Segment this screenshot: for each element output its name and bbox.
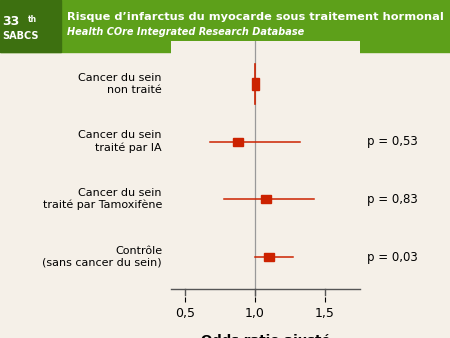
Bar bbox=[264, 253, 274, 261]
Bar bbox=[233, 138, 243, 146]
Text: Health COre Integrated Research Database: Health COre Integrated Research Database bbox=[67, 27, 304, 37]
Bar bbox=[252, 77, 258, 90]
Text: Risque d’infarctus du myocarde sous traitement hormonal: Risque d’infarctus du myocarde sous trai… bbox=[67, 11, 444, 22]
Bar bbox=[0, 0, 61, 52]
Text: SABCS: SABCS bbox=[2, 31, 39, 41]
Text: Cancer du sein
traité par Tamoxifène: Cancer du sein traité par Tamoxifène bbox=[43, 188, 162, 211]
X-axis label: Odds ratio ajusté: Odds ratio ajusté bbox=[201, 334, 330, 338]
Bar bbox=[261, 195, 271, 203]
Text: Cancer du sein
traité par IA: Cancer du sein traité par IA bbox=[78, 130, 162, 153]
Text: 33: 33 bbox=[2, 15, 19, 28]
Text: p = 0,03: p = 0,03 bbox=[367, 250, 418, 264]
Text: p = 0,83: p = 0,83 bbox=[367, 193, 418, 206]
Text: Contrôle
(sans cancer du sein): Contrôle (sans cancer du sein) bbox=[42, 246, 162, 268]
Text: p = 0,53: p = 0,53 bbox=[367, 135, 418, 148]
Text: th: th bbox=[28, 15, 37, 24]
Text: Cancer du sein
non traité: Cancer du sein non traité bbox=[78, 73, 162, 95]
